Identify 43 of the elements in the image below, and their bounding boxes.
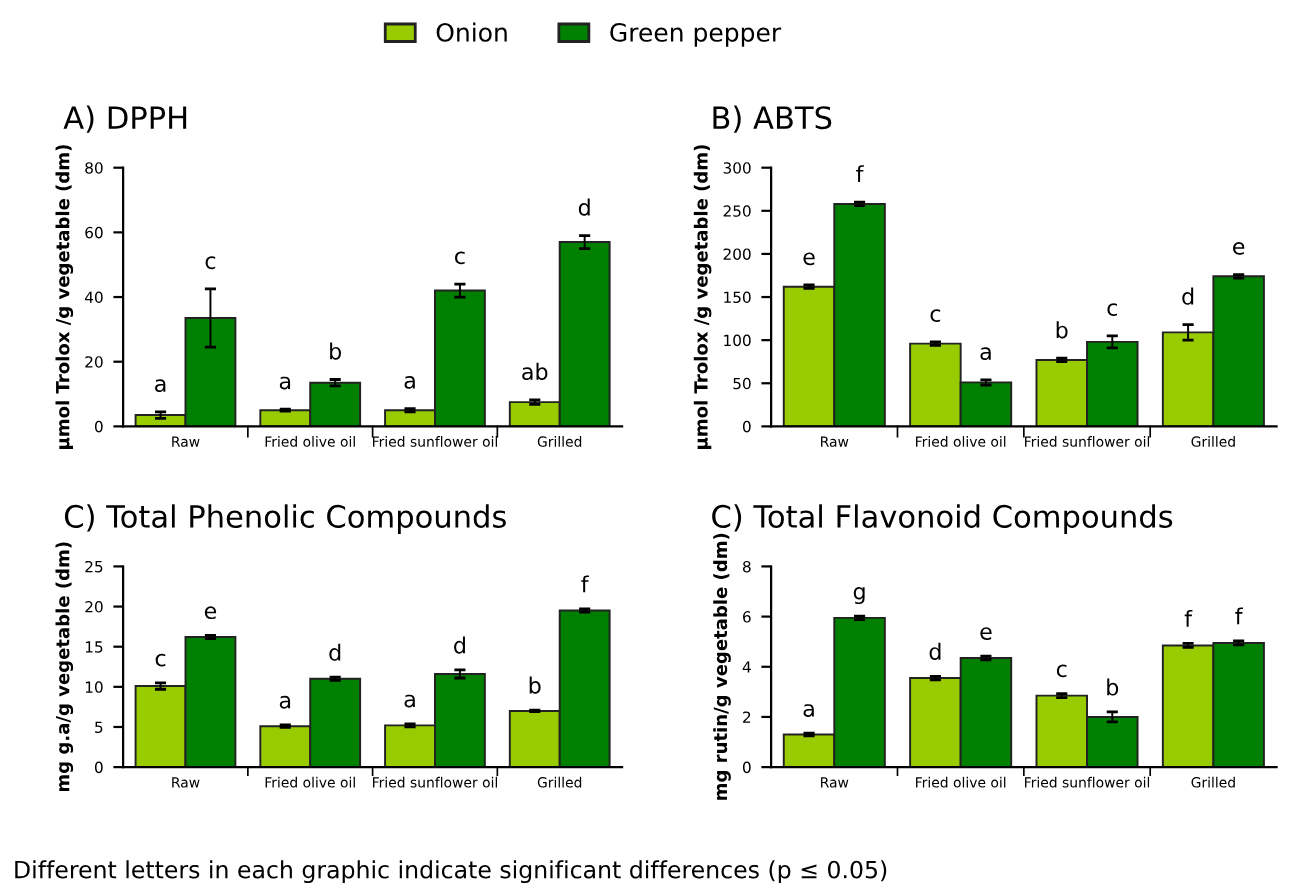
annotation: c [1107,303,1118,317]
y-axis-title: µmol Trolox /g vegetable (dm) [693,145,712,449]
chart-title: A) DPPH [63,105,187,133]
y-axis-title: mg rutin/g vegetable (dm) [713,533,731,800]
y-axis-title: µmol Trolox /g vegetable (dm) [55,145,74,449]
annotation: g [853,586,865,605]
annotation: d [578,198,590,216]
annotation: f [856,165,864,183]
chart-title: C) Total Flavonoid Compounds [712,504,1173,534]
annotation: e [204,606,217,620]
annotation: a [803,704,814,717]
annotation: e [803,252,815,266]
annotation: b [330,342,342,360]
chart-title: B) ABTS [713,105,832,133]
annotation: a [279,695,291,709]
annotation: c [455,251,465,265]
annotation: f [581,575,589,593]
chart-title: C) Total Phenolic Compounds [64,504,506,534]
annotation: c [155,653,166,667]
annotation: c [1056,664,1067,678]
annotation: b [1056,321,1068,339]
annotation: f [1235,607,1243,625]
annotation: e [1233,242,1245,255]
annotation: f [1184,609,1193,627]
annotation: e [980,627,992,640]
annotation: a [155,379,166,392]
annotation: d [1182,287,1194,305]
annotation: a [404,694,415,708]
legend-label: Onion [436,22,507,42]
annotation: b [1107,678,1119,696]
annotation: a [279,376,291,390]
annotation: d [929,642,941,660]
text: Different letters in each graphic indicate significant differences (p ≤ 0.05) [15,860,887,884]
annotation: a [404,376,415,389]
annotation: c [930,309,941,323]
annotation: c [205,256,216,270]
annotation: d [454,636,465,654]
annotation: ab [522,362,548,381]
annotation: d [329,643,341,661]
legend-label: Green pepper [610,22,782,47]
annotation: b [529,676,541,694]
annotation: a [980,347,991,360]
y-axis-title: mg g.a/g vegetable (dm) [55,542,74,792]
